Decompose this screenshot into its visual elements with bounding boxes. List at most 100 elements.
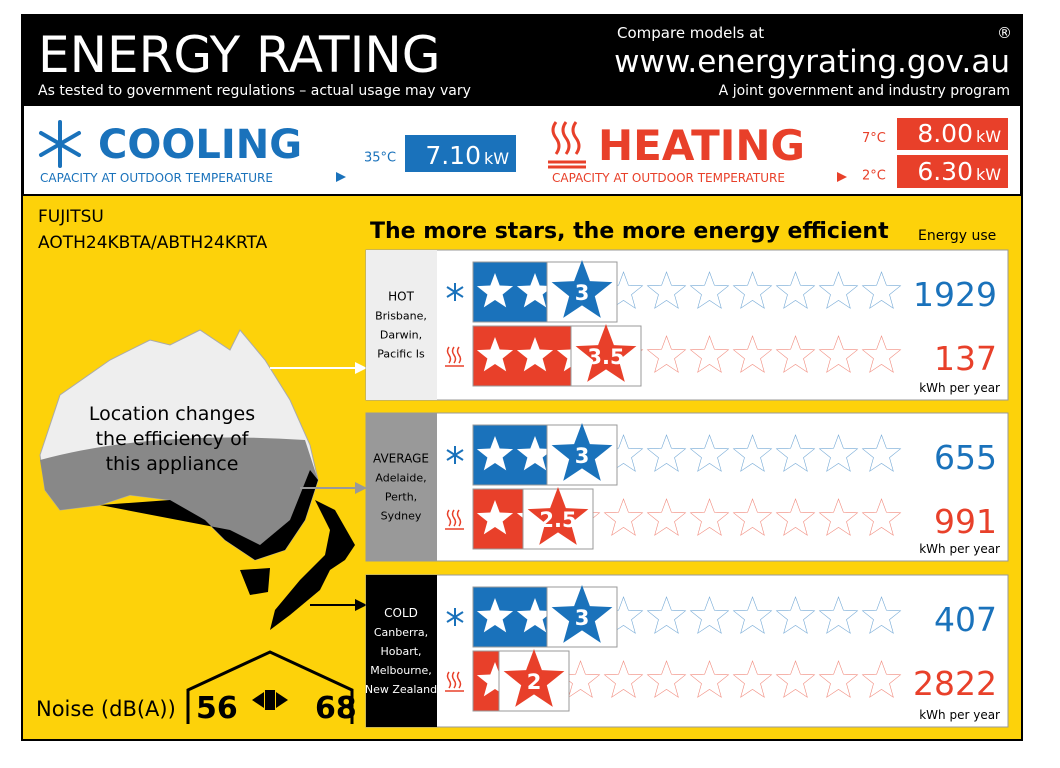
star-badge bbox=[503, 649, 565, 707]
star-outline bbox=[775, 434, 816, 472]
capacity-value: 8.00 bbox=[917, 119, 973, 148]
star-count: 3 bbox=[575, 281, 590, 305]
star-outline bbox=[646, 434, 687, 472]
model: AOTH24KBTA/ABTH24KRTA bbox=[38, 233, 268, 253]
star-badge bbox=[551, 585, 613, 643]
star-count: 3 bbox=[575, 444, 590, 468]
heating-title: HEATING bbox=[598, 121, 805, 170]
noise-outdoor: 68 bbox=[315, 691, 357, 726]
zone-panel bbox=[365, 574, 1009, 728]
star-outline bbox=[603, 498, 644, 536]
heating-caption: CAPACITY AT OUTDOOR TEMPERATURE bbox=[552, 171, 785, 185]
star-outline bbox=[732, 660, 773, 698]
speaker-icon bbox=[252, 692, 264, 708]
speaker-icon bbox=[265, 690, 275, 710]
star bbox=[516, 436, 554, 471]
capacity-box bbox=[405, 135, 516, 172]
star-outline bbox=[732, 498, 773, 536]
zone-place: Perth, bbox=[385, 491, 417, 504]
star-outline bbox=[689, 434, 730, 472]
website: www.energyrating.gov.au bbox=[614, 44, 1010, 80]
star-outline bbox=[775, 335, 816, 373]
zone-place: Pacific Is bbox=[377, 348, 425, 361]
star-outline bbox=[732, 271, 773, 309]
energy-use: 137 bbox=[934, 339, 997, 378]
title: ENERGY RATING bbox=[38, 26, 441, 84]
zone-place: Melbourne, bbox=[370, 664, 432, 677]
star-outline bbox=[861, 596, 902, 634]
star-outline bbox=[689, 660, 730, 698]
star-outline bbox=[818, 660, 859, 698]
star-count: 2.5 bbox=[539, 508, 576, 532]
capacity-unit: kW bbox=[976, 127, 1001, 146]
subtitle: As tested to government regulations – ac… bbox=[38, 83, 471, 99]
icon-stroke bbox=[456, 671, 462, 689]
star bbox=[516, 598, 554, 633]
icon-stroke bbox=[451, 346, 457, 364]
star bbox=[476, 598, 514, 633]
zone-name: HOT bbox=[388, 290, 414, 304]
zone-place: Canberra, bbox=[374, 626, 428, 639]
pointer-head bbox=[355, 482, 367, 494]
icon-stroke bbox=[446, 449, 464, 461]
zone-label-bg bbox=[366, 250, 437, 400]
star-outline bbox=[861, 335, 902, 373]
icon-stroke bbox=[451, 671, 457, 689]
zone-place: Brisbane, bbox=[375, 310, 427, 323]
icon-stroke bbox=[446, 671, 452, 689]
icon-stroke bbox=[456, 509, 462, 527]
pointer-head bbox=[355, 599, 367, 611]
brand: FUJITSU bbox=[38, 207, 104, 227]
zone-name: COLD bbox=[384, 606, 418, 620]
capacity-temp: 2°C bbox=[862, 169, 886, 184]
star-outline bbox=[689, 498, 730, 536]
zone-place: Sydney bbox=[381, 510, 422, 523]
star-count: 3.5 bbox=[587, 345, 624, 369]
map-note: the efficiency of bbox=[96, 428, 250, 450]
tasmania bbox=[240, 568, 270, 595]
capacity-unit: kW bbox=[976, 165, 1001, 184]
energy-unit: kWh per year bbox=[919, 708, 1000, 722]
star-outline bbox=[861, 271, 902, 309]
energy-use: 655 bbox=[934, 438, 997, 477]
capacity-value: 6.30 bbox=[917, 157, 973, 186]
heating-icon bbox=[445, 509, 464, 530]
star-outline bbox=[732, 434, 773, 472]
average-zone bbox=[40, 437, 318, 560]
icon-stroke bbox=[446, 346, 452, 364]
snowflake-icon bbox=[446, 446, 464, 464]
compare-text: Compare models at bbox=[617, 24, 764, 42]
star-badge bbox=[575, 324, 637, 382]
house-outline bbox=[186, 650, 354, 724]
capacity-temp: 7°C bbox=[862, 131, 886, 146]
star-outline bbox=[775, 498, 816, 536]
star-outline bbox=[818, 335, 859, 373]
zone-label-bg bbox=[366, 575, 437, 727]
pointer-head bbox=[355, 362, 367, 374]
star-outline bbox=[646, 498, 687, 536]
icon-stroke bbox=[456, 346, 462, 364]
star-outline bbox=[861, 660, 902, 698]
star-outline bbox=[818, 498, 859, 536]
heating-icon bbox=[548, 121, 586, 169]
star-count: 3 bbox=[575, 606, 590, 630]
heating-icon bbox=[445, 671, 464, 692]
noise-label: Noise (dB(A)) bbox=[36, 697, 176, 721]
energy-use: 1929 bbox=[913, 275, 997, 314]
star bbox=[476, 500, 514, 535]
star-outline bbox=[861, 498, 902, 536]
icon-stroke bbox=[446, 611, 464, 623]
capacity-unit: kW bbox=[484, 149, 509, 168]
zone-panel bbox=[365, 412, 1009, 562]
cooling-caption: CAPACITY AT OUTDOOR TEMPERATURE bbox=[40, 171, 273, 185]
zones-heading: The more stars, the more energy efficien… bbox=[370, 219, 889, 244]
map-note: this appliance bbox=[106, 453, 239, 475]
star-outline bbox=[861, 434, 902, 472]
zone-label-bg bbox=[366, 413, 437, 561]
capacity-band bbox=[22, 104, 1022, 196]
capacity-temp: 35°C bbox=[364, 151, 396, 166]
capacity-box bbox=[897, 155, 1008, 188]
star bbox=[476, 436, 514, 471]
